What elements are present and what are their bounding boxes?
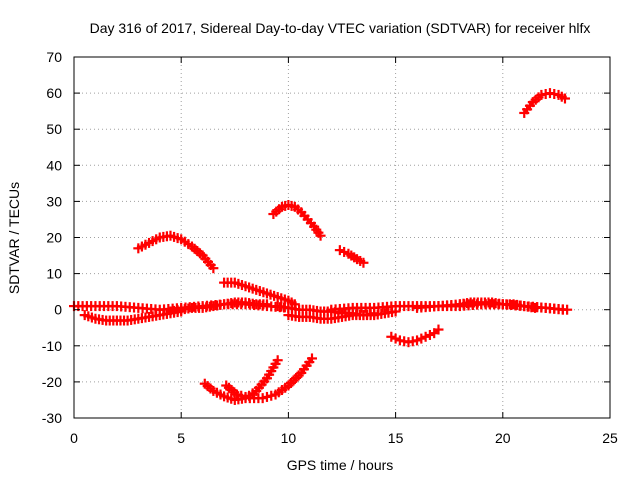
series-layer — [69, 88, 573, 405]
series-arc-16 — [454, 297, 540, 313]
data-point-marker — [529, 302, 540, 313]
data-point-marker — [261, 299, 272, 310]
x-axis-label: GPS time / hours — [287, 457, 394, 473]
series-arc-3 — [334, 245, 369, 268]
x-tick-label: 25 — [602, 430, 618, 446]
y-tick-label: -30 — [42, 410, 62, 426]
x-tick-label: 0 — [70, 430, 78, 446]
y-tick-label: -10 — [42, 338, 62, 354]
series-arc-1 — [133, 230, 219, 274]
y-tick-label: 30 — [46, 193, 62, 209]
data-point-marker — [315, 230, 326, 241]
y-tick-label: 40 — [46, 157, 62, 173]
data-point-marker — [358, 257, 369, 268]
x-tick-label: 15 — [388, 430, 404, 446]
data-point-marker — [559, 93, 570, 104]
data-point-marker — [557, 304, 568, 315]
x-tick-label: 5 — [177, 430, 185, 446]
series-arc-6 — [221, 353, 317, 404]
y-tick-label: 10 — [46, 266, 62, 282]
y-axis-label: SDTVAR / TECUs — [6, 182, 22, 294]
series-arc-7 — [386, 324, 444, 348]
chart-title: Day 316 of 2017, Sidereal Day-to-day VTE… — [90, 20, 591, 36]
y-tick-label: 0 — [54, 302, 62, 318]
series-arc-11 — [165, 297, 272, 317]
series-arc-13 — [283, 308, 380, 324]
y-tick-label: -20 — [42, 374, 62, 390]
data-point-marker — [433, 324, 444, 335]
y-tick-label: 70 — [46, 49, 62, 65]
y-tick-label: 20 — [46, 230, 62, 246]
data-point-marker — [306, 353, 317, 364]
series-arc-2 — [268, 200, 326, 241]
data-point-marker — [208, 263, 219, 274]
series-arc-4 — [519, 88, 570, 118]
y-tick-label: 50 — [46, 121, 62, 137]
data-point-marker — [272, 355, 283, 366]
x-tick-label: 10 — [281, 430, 297, 446]
tick-layer: 0 5 10 15 20 25 -30 -20 -10 0 10 20 30 40 50 60 70 — [42, 49, 618, 446]
y-tick-label: 60 — [46, 85, 62, 101]
x-tick-label: 20 — [495, 430, 511, 446]
